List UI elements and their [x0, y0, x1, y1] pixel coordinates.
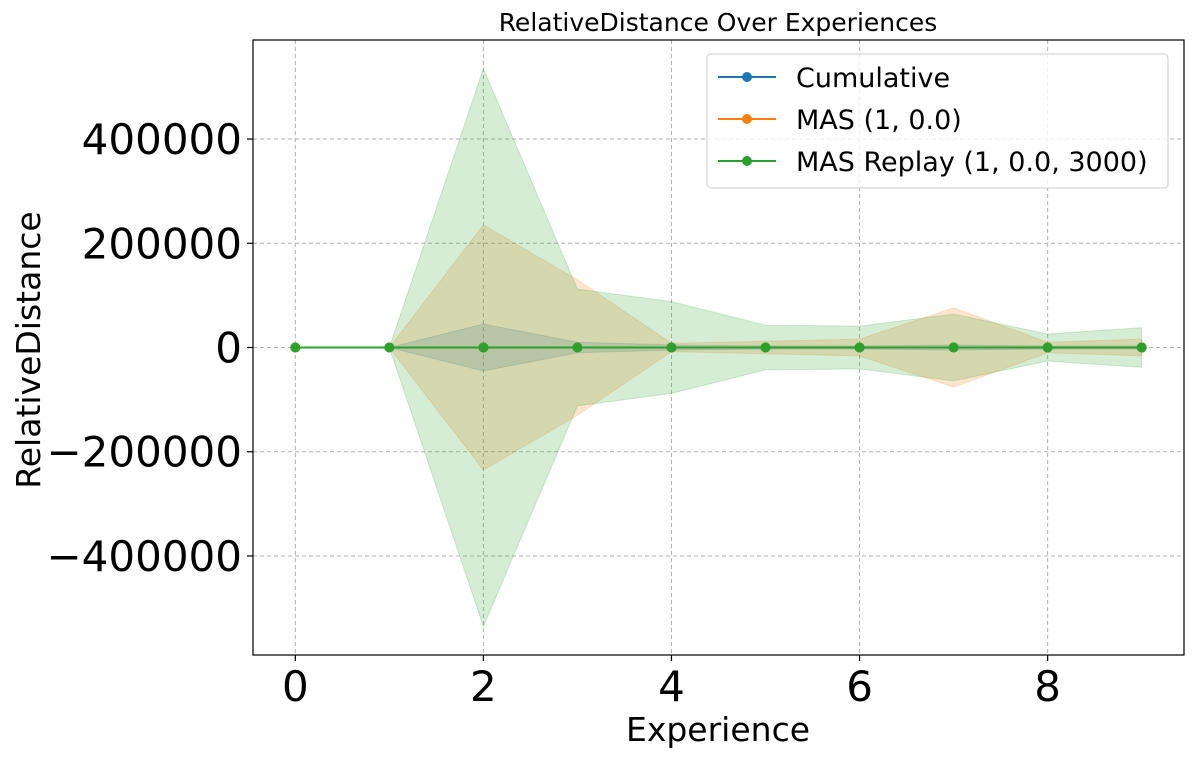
y-tick-label: 200000	[82, 219, 242, 268]
x-tick-label: 6	[846, 662, 873, 711]
series-lines	[290, 342, 1147, 353]
legend-marker-0	[742, 72, 752, 82]
x-axis-label: Experience	[626, 710, 810, 749]
point-series-2	[384, 342, 395, 353]
legend-marker-2	[742, 156, 752, 166]
x-axis-ticks: 0 2 4 6 8	[282, 655, 1061, 711]
point-series-2	[854, 342, 865, 353]
point-series-2	[572, 342, 583, 353]
point-series-2	[290, 342, 301, 353]
point-series-2	[666, 342, 677, 353]
point-series-2	[948, 342, 959, 353]
legend: Cumulative MAS (1, 0.0) MAS Replay (1, 0.0…	[706, 53, 1169, 189]
y-tick-label: −400000	[46, 532, 242, 581]
x-tick-label: 8	[1034, 662, 1061, 711]
x-tick-label: 0	[282, 662, 309, 711]
legend-marker-1	[742, 114, 752, 124]
y-axis-ticks: −400000 −200000 0 200000 400000	[46, 115, 253, 581]
legend-label-2: MAS Replay (1, 0.0, 3000)	[796, 147, 1148, 178]
legend-label-1: MAS (1, 0.0)	[796, 105, 962, 136]
y-axis-label: RelativeDistance	[9, 211, 48, 488]
x-tick-label: 4	[658, 662, 685, 711]
point-series-2	[478, 342, 489, 353]
point-series-2	[1042, 342, 1053, 353]
y-tick-label: 0	[215, 324, 242, 373]
legend-box	[706, 53, 1169, 189]
point-series-2	[760, 342, 771, 353]
legend-label-0: Cumulative	[796, 63, 950, 94]
y-tick-label: −200000	[46, 428, 242, 477]
x-tick-label: 2	[470, 662, 497, 711]
y-tick-label: 400000	[82, 115, 242, 164]
chart-title: RelativeDistance Over Experiences	[499, 8, 938, 37]
point-series-2	[1136, 342, 1147, 353]
